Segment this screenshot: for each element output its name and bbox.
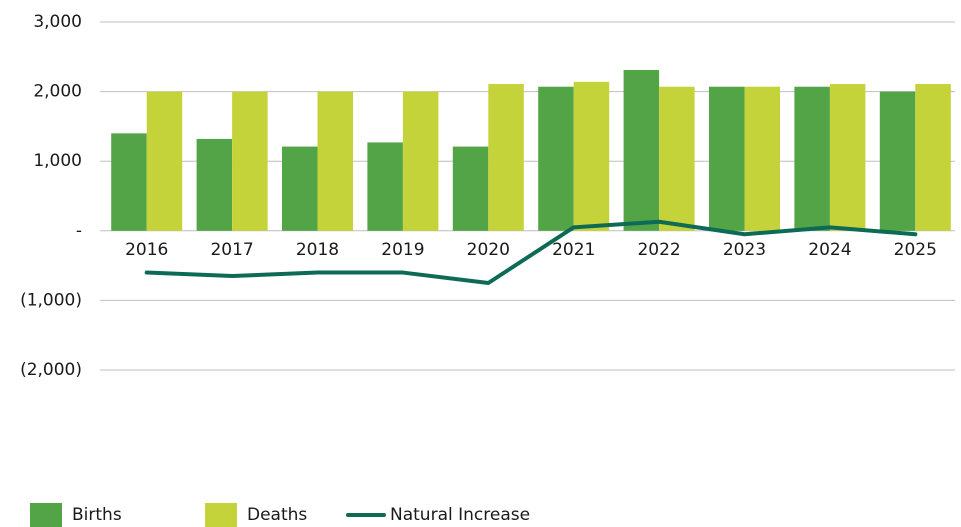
bar xyxy=(744,86,780,231)
bar xyxy=(282,146,318,231)
y-tick-label: - xyxy=(76,221,82,241)
x-tick-label: 2022 xyxy=(637,240,680,260)
bar xyxy=(232,91,268,231)
bar xyxy=(196,138,233,231)
y-tick-label: (2,000) xyxy=(20,360,82,380)
legend-label: Deaths xyxy=(247,505,307,525)
bar xyxy=(915,83,951,231)
legend-label: Natural Increase xyxy=(390,505,530,525)
x-tick-label: 2018 xyxy=(296,240,339,260)
x-tick-label: 2019 xyxy=(381,240,424,260)
x-tick-label: 2020 xyxy=(467,240,510,260)
y-tick-label: 2,000 xyxy=(33,82,82,102)
bar xyxy=(402,91,439,231)
x-tick-label: 2025 xyxy=(894,240,937,260)
x-tick-label: 2021 xyxy=(552,240,595,260)
bar xyxy=(146,91,183,231)
legend-swatch xyxy=(205,503,237,527)
x-tick-label: 2016 xyxy=(125,240,168,260)
y-tick-label: 3,000 xyxy=(33,12,82,32)
bar xyxy=(623,70,660,231)
bar xyxy=(659,86,695,231)
x-tick-label: 2023 xyxy=(723,240,766,260)
bar xyxy=(879,91,916,231)
line-series xyxy=(144,219,918,285)
x-tick-label: 2017 xyxy=(210,240,253,260)
x-tick-label: 2024 xyxy=(808,240,851,260)
bar xyxy=(829,83,866,231)
y-tick-label: 1,000 xyxy=(33,151,82,171)
bar xyxy=(111,133,147,231)
bar xyxy=(367,142,403,231)
bar xyxy=(794,86,830,231)
bar xyxy=(317,91,353,231)
bar xyxy=(538,86,574,231)
legend-swatch xyxy=(30,503,62,527)
bar xyxy=(709,86,745,231)
bar xyxy=(452,146,489,231)
y-tick-label: (1,000) xyxy=(20,290,82,310)
legend-label: Births xyxy=(72,505,122,525)
bar xyxy=(573,81,610,231)
bar xyxy=(488,83,524,231)
